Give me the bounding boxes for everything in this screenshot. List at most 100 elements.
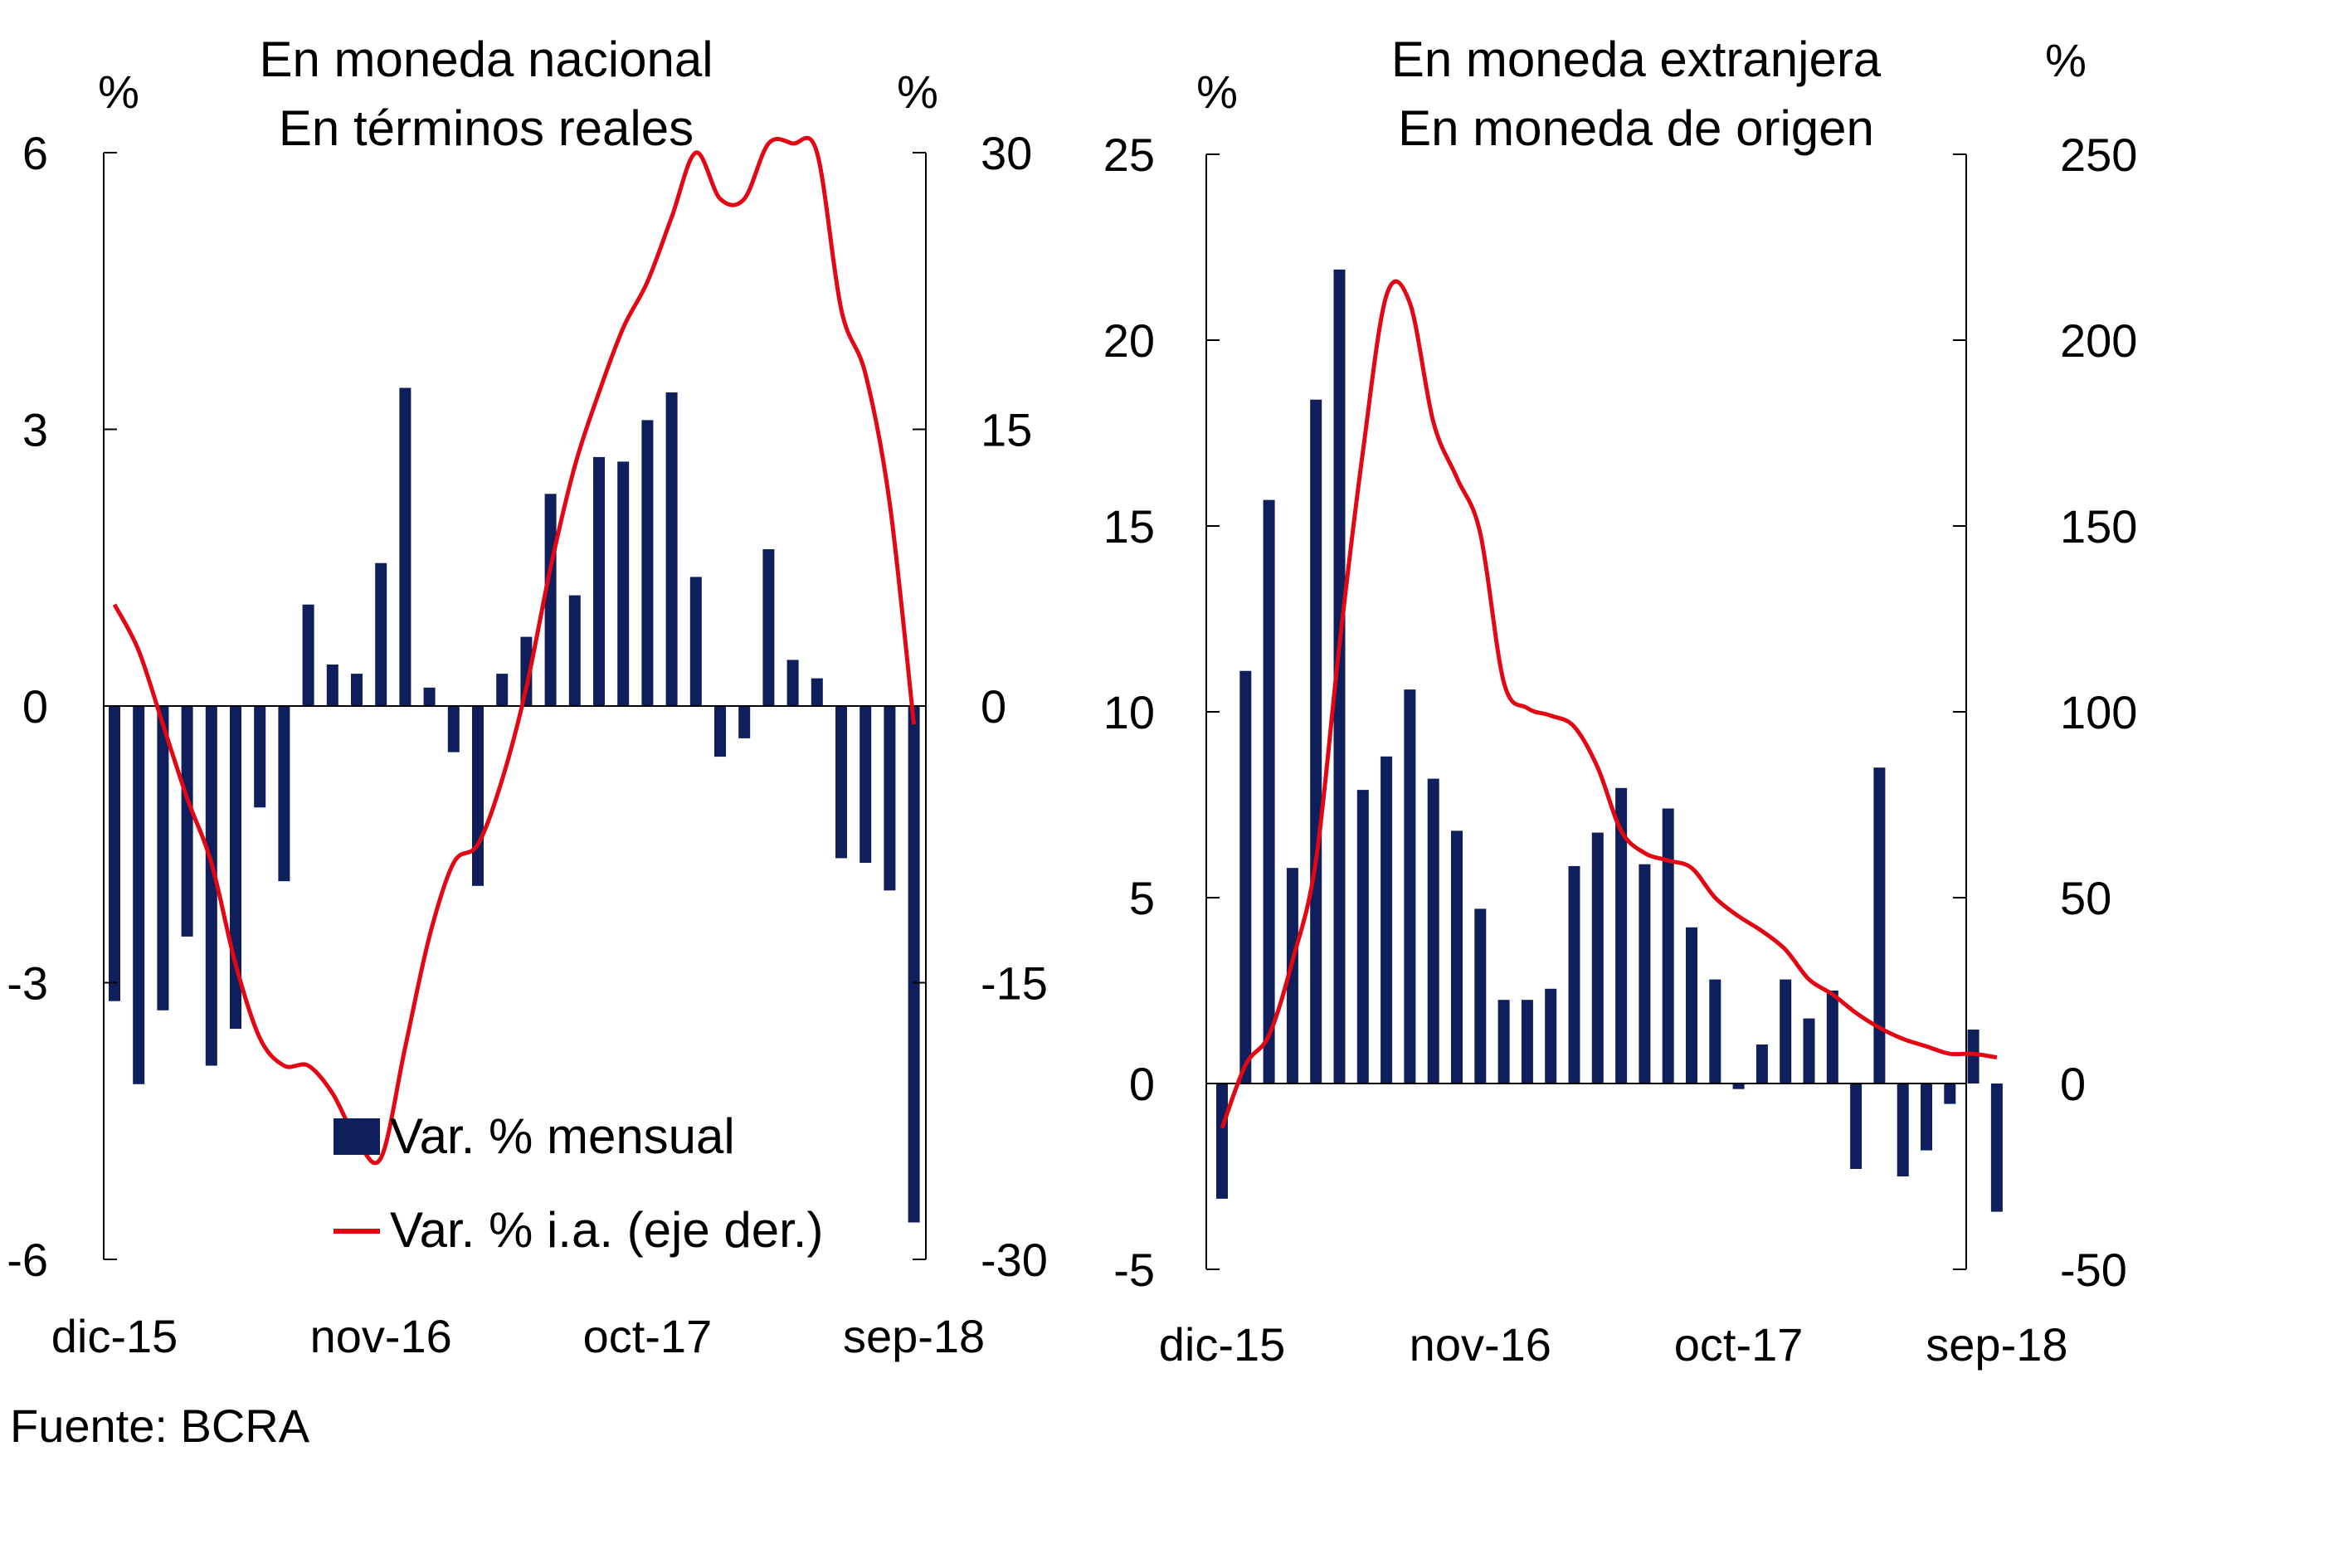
left-bar-feb-17 (447, 706, 460, 752)
left-bar-dic-15 (109, 706, 120, 1001)
right-bar-abr-18 (1873, 767, 1886, 1083)
left-chart-x-tick-labels: dic-15 nov-16 oct-17 sep-18 (51, 1310, 985, 1362)
left-right-tick-label: -30 (981, 1234, 1048, 1286)
left-right-tick-label: 30 (981, 127, 1032, 179)
right-right-tick-label: 0 (2060, 1058, 2086, 1110)
right-bar-ago-17 (1686, 927, 1697, 1083)
left-left-tick-label: 0 (22, 680, 48, 733)
right-left-tick-label: 10 (1103, 686, 1155, 738)
right-chart-title-line1: En moneda extranjera (1391, 32, 1882, 87)
left-x-tick-label: dic-15 (51, 1310, 178, 1362)
left-chart-line-series (112, 135, 917, 1166)
right-bar-oct-16 (1451, 830, 1463, 1083)
left-bar-abr-18 (786, 660, 799, 706)
right-bar-oct-17 (1732, 1083, 1745, 1089)
legend-line-label: Var. % i.a. (eje der.) (390, 1202, 823, 1258)
right-bar-feb-16 (1263, 499, 1275, 1083)
left-bar-jun-18 (835, 706, 847, 859)
right-bar-dic-16 (1497, 1000, 1510, 1083)
right-bar-jun-16 (1356, 790, 1369, 1083)
right-bar-sep-18 (1990, 1083, 2003, 1212)
right-bar-sep-16 (1427, 778, 1439, 1083)
left-bar-dic-17 (689, 577, 702, 706)
legend: Var. % mensual Var. % i.a. (eje der.) (334, 1108, 823, 1258)
left-left-tick-label: -6 (7, 1234, 48, 1286)
right-x-tick-label: oct-17 (1674, 1318, 1804, 1371)
left-bar-jun-16 (254, 706, 266, 808)
right-bar-abr-17 (1591, 832, 1604, 1083)
left-bar-mar-17 (472, 706, 484, 886)
right-right-tick-label: 150 (2060, 500, 2137, 553)
left-x-tick-label: nov-16 (310, 1310, 452, 1362)
right-x-tick-label: nov-16 (1410, 1318, 1551, 1371)
right-bar-jul-17 (1662, 808, 1674, 1083)
left-bar-ago-18 (884, 706, 896, 891)
right-bar-feb-17 (1545, 988, 1557, 1083)
left-bar-oct-16 (351, 674, 363, 706)
left-bar-mar-18 (762, 549, 775, 706)
left-bar-ene-18 (714, 706, 726, 757)
right-left-tick-label: 0 (1129, 1058, 1155, 1110)
right-bar-ago-16 (1404, 689, 1416, 1083)
left-chart-title-line2: En términos reales (279, 100, 694, 156)
right-bar-sep-17 (1709, 979, 1721, 1083)
right-bar-jun-17 (1639, 864, 1651, 1083)
left-bar-dic-16 (399, 387, 411, 706)
left-bar-ago-17 (593, 456, 605, 706)
right-x-tick-label: sep-18 (1926, 1318, 2067, 1371)
right-bar-mar-17 (1568, 865, 1580, 1083)
left-bar-ago-16 (302, 604, 314, 706)
left-chart-bar-series (109, 387, 920, 1223)
right-left-tick-label: 15 (1103, 500, 1155, 553)
left-bar-jul-18 (859, 706, 872, 863)
left-left-tick-label: 6 (22, 127, 48, 179)
right-bar-nov-17 (1755, 1045, 1768, 1083)
right-bar-ene-18 (1803, 1018, 1815, 1083)
right-bar-jun-18 (1921, 1083, 1932, 1151)
right-chart-left-tick-labels: 25 20 15 10 5 0 -5 (1103, 129, 1155, 1296)
right-chart-right-tick-labels: 250 200 150 100 50 0 -50 (2060, 129, 2137, 1296)
left-bar-abr-16 (205, 706, 217, 1066)
left-left-tick-label: 3 (22, 404, 48, 456)
right-bar-mar-18 (1850, 1083, 1863, 1169)
right-left-tick-label: 25 (1103, 129, 1155, 181)
right-chart-right-unit: % (2045, 34, 2087, 86)
right-left-tick-label: 5 (1129, 872, 1155, 924)
right-right-tick-label: 250 (2060, 129, 2137, 181)
right-chart-axes (1205, 153, 1967, 1270)
left-chart-right-tick-labels: 30 15 0 -15 -30 (981, 127, 1048, 1286)
chart-moneda-nacional: En moneda nacional En términos reales % … (7, 32, 1048, 1362)
right-bar-nov-16 (1474, 908, 1487, 1083)
right-chart-x-tick-labels: dic-15 nov-16 oct-17 sep-18 (1159, 1318, 2068, 1371)
right-bar-may-18 (1897, 1083, 1909, 1176)
left-chart-left-unit: % (98, 66, 139, 118)
left-bar-jul-17 (568, 595, 581, 706)
left-bar-feb-18 (738, 706, 751, 738)
right-x-tick-label: dic-15 (1159, 1318, 1286, 1371)
right-chart-left-unit: % (1196, 66, 1238, 118)
left-left-tick-label: -3 (7, 957, 48, 1010)
legend-bar-swatch (334, 1118, 380, 1155)
right-right-tick-label: 100 (2060, 686, 2137, 738)
left-chart-title-line1: En moneda nacional (259, 32, 713, 87)
left-bar-ene-17 (423, 687, 436, 706)
left-chart-left-tick-labels: 6 3 0 -3 -6 (7, 127, 48, 1286)
right-bar-jul-18 (1944, 1083, 1956, 1104)
source-note: Fuente: BCRA (10, 1400, 310, 1452)
legend-bar-label: Var. % mensual (390, 1108, 735, 1164)
right-right-tick-label: 50 (2060, 872, 2111, 924)
right-bar-dic-15 (1216, 1083, 1228, 1199)
right-bar-ene-17 (1521, 1000, 1533, 1083)
left-bar-abr-17 (496, 674, 509, 706)
left-bar-nov-16 (375, 562, 387, 706)
right-chart-title-line2: En moneda de origen (1398, 100, 1874, 156)
right-bar-ene-16 (1239, 670, 1252, 1083)
left-bar-ene-16 (133, 706, 145, 1084)
left-bar-jun-17 (544, 494, 557, 706)
right-bar-ago-18 (1967, 1030, 1979, 1083)
left-bar-may-17 (520, 636, 533, 706)
left-bar-sep-18 (908, 706, 920, 1223)
right-right-tick-label: 200 (2060, 314, 2137, 367)
left-bar-sep-17 (617, 461, 630, 706)
